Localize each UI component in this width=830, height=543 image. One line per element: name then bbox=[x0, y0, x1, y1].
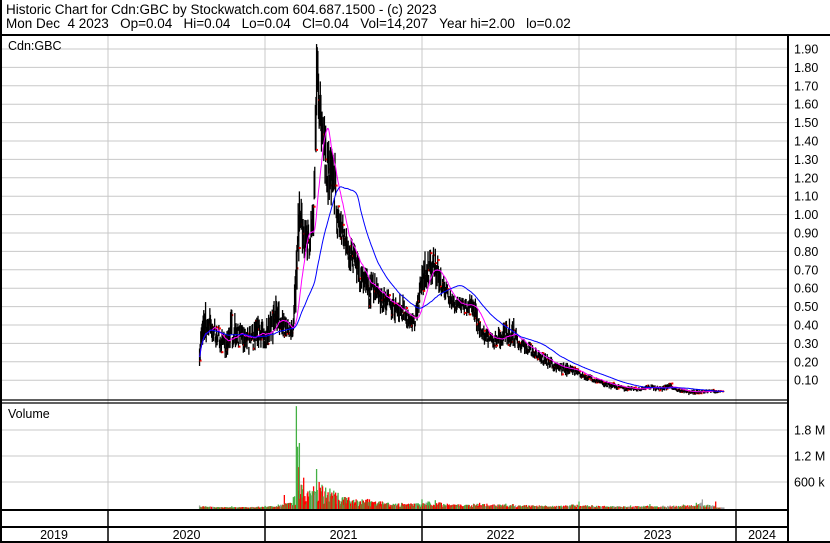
close-tick bbox=[253, 347, 256, 350]
close-tick bbox=[588, 377, 591, 380]
grid-lines bbox=[0, 36, 788, 509]
close-tick bbox=[464, 311, 467, 314]
close-tick bbox=[542, 352, 545, 355]
close-tick bbox=[488, 333, 491, 336]
volume-tick-label: 1.2 M bbox=[794, 450, 825, 464]
close-tick bbox=[617, 387, 620, 390]
close-tick bbox=[579, 370, 581, 373]
price-tick-label: 1.30 bbox=[794, 153, 818, 167]
price-bars bbox=[198, 44, 725, 396]
chart-header: Historic Chart for Cdn:GBC by Stockwatch… bbox=[0, 0, 830, 35]
close-tick bbox=[286, 332, 289, 335]
chart-frame bbox=[0, 34, 830, 543]
close-tick bbox=[388, 294, 391, 297]
close-tick bbox=[359, 277, 362, 280]
close-tick bbox=[634, 386, 637, 389]
close-tick bbox=[406, 307, 409, 310]
quote-summary: Mon Dec 4 2023 Op=0.04 Hi=0.04 Lo=0.04 C… bbox=[6, 16, 571, 31]
close-tick bbox=[238, 345, 241, 348]
close-tick bbox=[199, 359, 202, 362]
close-tick bbox=[627, 388, 630, 391]
year-label: 2020 bbox=[173, 528, 201, 542]
short-moving-average-line bbox=[199, 127, 724, 393]
price-tick-label: 1.80 bbox=[794, 61, 818, 75]
volume-label: Volume bbox=[8, 407, 50, 421]
close-tick bbox=[437, 259, 440, 262]
close-tick bbox=[476, 323, 479, 326]
moving-averages bbox=[199, 127, 724, 393]
price-tick-label: 0.20 bbox=[794, 355, 818, 369]
price-tick-label: 1.50 bbox=[794, 116, 818, 130]
price-tick-label: 1.60 bbox=[794, 98, 818, 112]
price-tick-label: 1.70 bbox=[794, 79, 818, 93]
close-tick bbox=[218, 327, 221, 330]
close-tick bbox=[659, 389, 662, 392]
year-label: 2024 bbox=[748, 528, 776, 542]
close-tick bbox=[423, 289, 426, 292]
year-label: 2022 bbox=[487, 528, 515, 542]
close-tick bbox=[221, 351, 224, 354]
price-tick-label: 0.40 bbox=[794, 319, 818, 333]
price-tick-label: 1.90 bbox=[794, 43, 818, 57]
price-tick-label: 0.70 bbox=[794, 263, 818, 277]
close-tick bbox=[583, 373, 586, 376]
price-tick-label: 1.20 bbox=[794, 171, 818, 185]
volume-bars bbox=[198, 406, 725, 509]
chart-title: Historic Chart for Cdn:GBC by Stockwatch… bbox=[6, 2, 437, 17]
price-tick-label: 0.10 bbox=[794, 374, 818, 388]
close-tick bbox=[435, 262, 438, 265]
close-tick bbox=[447, 288, 450, 291]
long-moving-average-line bbox=[199, 186, 724, 392]
close-tick bbox=[576, 368, 579, 371]
price-tick-label: 1.10 bbox=[794, 190, 818, 204]
year-label: 2023 bbox=[644, 528, 672, 542]
price-tick-label: 1.40 bbox=[794, 135, 818, 149]
close-tick bbox=[313, 205, 316, 208]
year-label: 2019 bbox=[40, 528, 68, 542]
price-tick-label: 0.60 bbox=[794, 282, 818, 296]
close-tick bbox=[537, 358, 540, 361]
year-label: 2021 bbox=[330, 528, 358, 542]
close-tick bbox=[646, 384, 649, 387]
close-tick bbox=[223, 335, 226, 338]
close-tick bbox=[603, 381, 606, 384]
close-tick bbox=[298, 246, 301, 249]
close-tick bbox=[702, 389, 705, 392]
close-tick bbox=[216, 326, 219, 329]
volume-tick-label: 600 k bbox=[794, 476, 825, 490]
close-tick bbox=[335, 184, 338, 187]
price-tick-label: 0.90 bbox=[794, 227, 818, 241]
close-tick bbox=[342, 223, 345, 226]
symbol-label: Cdn:GBC bbox=[8, 39, 62, 53]
close-tick bbox=[430, 252, 433, 255]
price-tick-label: 1.00 bbox=[794, 208, 818, 222]
close-tick bbox=[671, 382, 674, 385]
close-tick bbox=[612, 381, 615, 384]
close-tick bbox=[561, 373, 564, 376]
axis-labels: 0.10 0.20 0.30 0.40 0.50 0.60 0.70 0.80 0.90 1.00… bbox=[40, 43, 825, 543]
price-tick-label: 0.30 bbox=[794, 337, 818, 351]
close-tick bbox=[469, 313, 472, 316]
close-tick bbox=[496, 344, 499, 347]
volume-tick-label: 1.8 M bbox=[794, 424, 825, 438]
close-tick bbox=[440, 285, 443, 288]
close-tick bbox=[315, 148, 318, 151]
close-tick bbox=[508, 344, 511, 347]
price-tick-label: 0.80 bbox=[794, 245, 818, 259]
close-tick bbox=[483, 329, 486, 332]
close-tick bbox=[338, 205, 341, 208]
close-tick bbox=[325, 158, 328, 161]
price-tick-label: 0.50 bbox=[794, 300, 818, 314]
